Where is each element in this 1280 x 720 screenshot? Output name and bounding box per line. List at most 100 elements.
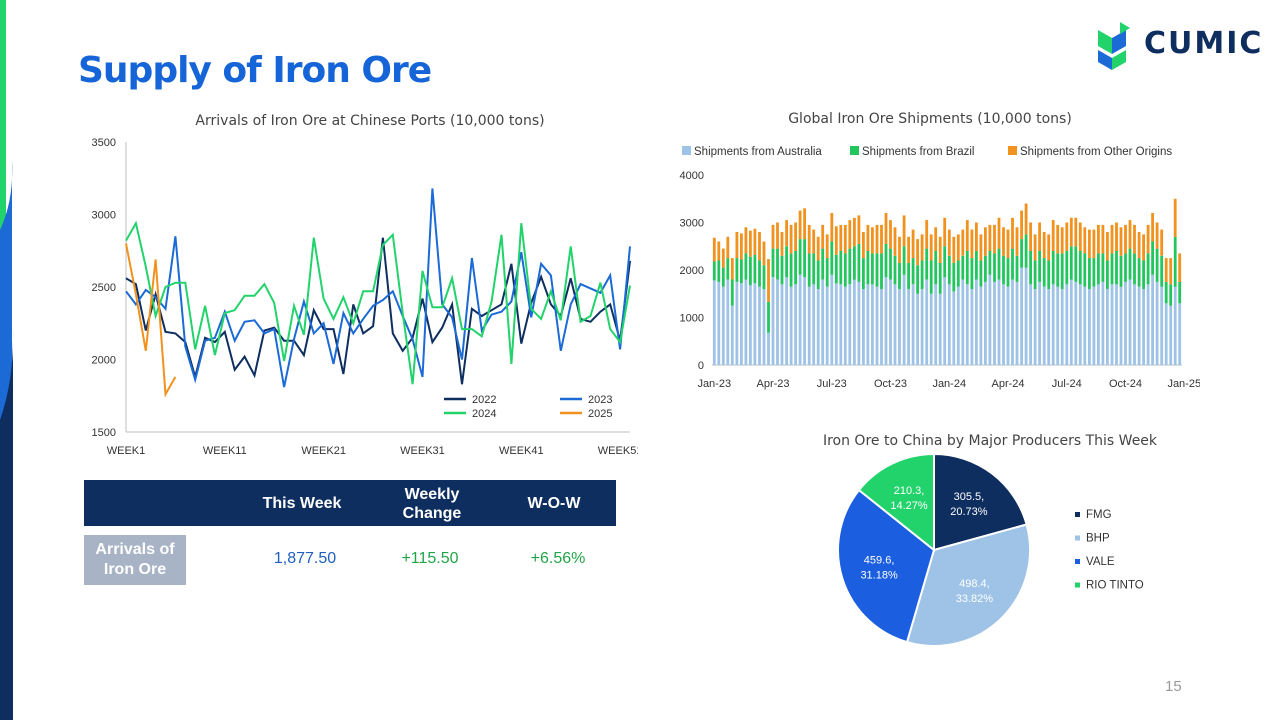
bar-segment [1020,267,1023,365]
bar-segment [880,253,883,289]
pie-data-label: 305.5, 20.73% [950,491,988,518]
bar-segment [1146,253,1150,285]
bar-segment [758,260,761,287]
x-tick-label: WEEK41 [499,445,544,457]
pie-data-label: 498.4, 33.82% [956,578,994,605]
bar-segment [862,232,865,259]
bar-segment [730,258,734,280]
bar-segment [956,234,960,261]
bar-segment [785,220,788,247]
bar-segment [1056,224,1060,254]
bar-segment [1033,289,1037,365]
bar-segment [721,267,725,287]
bar-segment [934,227,938,252]
bar-segment [1146,284,1150,366]
bar-segment [875,253,879,287]
bar-segment [776,279,779,365]
bar-segment [1146,224,1150,254]
bar-segment [1110,253,1114,285]
bar-segment [862,258,865,289]
bar-segment [1173,236,1177,287]
bar-segment [1137,232,1141,259]
bar-segment [807,224,811,254]
bar-segment [1106,289,1109,365]
legend-label: 2022 [472,394,496,406]
bar-segment [943,246,947,278]
bar-segment [843,253,847,287]
bar-segment [834,254,838,284]
bar-segment [993,281,996,365]
bar-segment [1078,222,1082,251]
bar-segment [984,255,987,282]
bar-segment [911,258,915,285]
bar-segment [893,227,897,256]
bar-segment [726,258,730,280]
bar-segment [1047,260,1051,289]
bar-segment [1097,253,1100,285]
bar-segment [843,286,847,365]
bar-segment [938,293,942,366]
bar-segment [929,234,933,261]
bar-segment [866,251,870,285]
bar-segment [803,239,806,278]
bar-segment [1056,253,1060,287]
logo-icon [1098,22,1130,70]
bar-segment [1115,251,1118,285]
bar-segment [1160,229,1164,256]
bar-segment [893,284,897,366]
bar-segment [1137,258,1141,287]
series-line-2023 [125,188,631,388]
bar-segment [749,230,752,257]
bar-segment [812,284,816,366]
bar-segment [1133,224,1136,254]
bar-segment [753,228,757,255]
bar-segment [1133,253,1136,285]
bar-segment [839,224,843,251]
header-wow: W-O-W [527,495,581,512]
bar-segment [821,224,825,249]
bar-segment [938,262,942,294]
bar-segment [1110,224,1114,254]
bar-segment [1060,289,1064,365]
bar-segment [712,261,716,281]
bar-segment [1128,279,1132,365]
bar-segment [794,284,797,366]
bar-segment [1169,284,1173,306]
bar-segment [979,234,983,261]
bar-segment [1169,258,1173,285]
bar-segment [1056,286,1060,365]
bar-segment [880,224,883,254]
bar-segment [848,248,852,285]
bar-segment [889,279,892,365]
bar-segment [997,248,1001,280]
bar-segment [1092,229,1096,259]
bar-segment [916,293,919,366]
bar-segment [1042,258,1046,287]
bar-segment [780,255,784,285]
bar-segment [776,248,779,280]
bar-segment [984,227,987,256]
bar-segment [740,259,743,284]
row-label-arrivals: Arrivals of Iron Ore [84,535,186,585]
bar-segment [1042,232,1046,259]
y-tick-label: 1500 [92,427,116,439]
bar-segment [789,253,793,287]
bar-segment [1124,224,1127,254]
bar-segment [1038,281,1041,365]
bar-segment [1024,234,1028,268]
bar-segment [740,233,743,260]
bar-segment [975,279,978,365]
bar-segment [839,284,843,366]
x-tick-label: WEEK21 [301,445,346,457]
pie-chart: 305.5, 20.73% 498.4, 33.82% 459.6, 31.18% 210.… [837,452,1144,647]
x-tick-label: Jan-25 [1167,378,1200,390]
bar-segment [1106,232,1109,261]
bar-segment [884,213,888,244]
bar-segment [866,284,870,366]
legend-label: 2023 [588,394,612,406]
bar-segment [1115,284,1118,366]
cell-wow: +6.56% [530,550,586,567]
bar-segment [916,239,919,266]
x-tick-label: Jan-24 [932,378,966,390]
pie-slice-FMG [933,452,1028,552]
